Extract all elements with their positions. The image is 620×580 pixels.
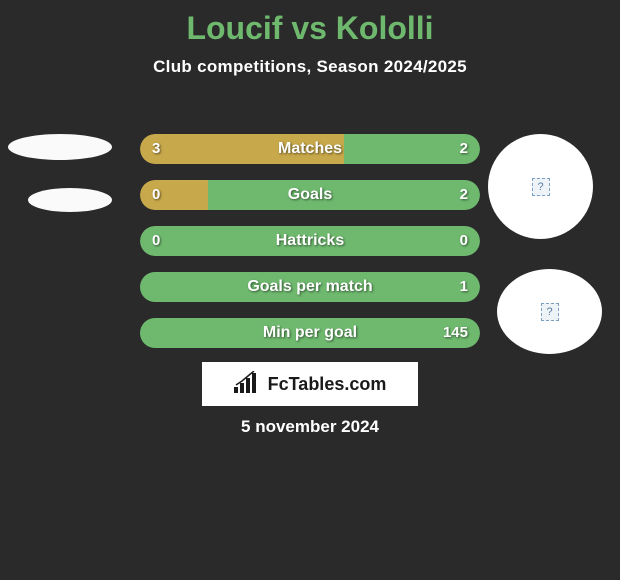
player2-avatar-2: ? — [497, 269, 602, 354]
stat-value-left: 0 — [152, 226, 160, 256]
subtitle: Club competitions, Season 2024/2025 — [0, 57, 620, 77]
player1-name: Loucif — [186, 10, 282, 46]
stat-label: Goals per match — [140, 272, 480, 302]
vs-separator: vs — [291, 10, 327, 46]
stat-value-right: 0 — [460, 226, 468, 256]
player2-avatar-1: ? — [488, 134, 593, 239]
date-label: 5 november 2024 — [0, 417, 620, 437]
stat-value-right: 1 — [460, 272, 468, 302]
player1-avatar-placeholder-1 — [8, 134, 112, 160]
stat-value-right: 2 — [460, 180, 468, 210]
stat-rows: Matches32Goals02Hattricks00Goals per mat… — [140, 134, 480, 364]
stat-label: Hattricks — [140, 226, 480, 256]
stat-row: Hattricks0 0 — [140, 226, 480, 256]
brand-name: FcTables.com — [268, 374, 387, 395]
broken-image-icon: ? — [532, 178, 550, 196]
stat-value-left: 0 — [152, 180, 160, 210]
broken-image-icon: ? — [541, 303, 559, 321]
stat-row: Goals0 2 — [140, 180, 480, 210]
comparison-card: Loucif vs Kololli Club competitions, Sea… — [0, 10, 620, 77]
stat-row: Min per goal145 — [140, 318, 480, 348]
stat-row: Goals per match1 — [140, 272, 480, 302]
stat-label: Goals — [140, 180, 480, 210]
brand-bars-icon — [234, 371, 262, 398]
stat-label: Matches — [140, 134, 480, 164]
stat-value-left: 3 — [152, 134, 160, 164]
player2-name: Kololli — [336, 10, 434, 46]
brand-box: FcTables.com — [202, 362, 418, 406]
page-title: Loucif vs Kololli — [0, 10, 620, 47]
player1-avatar-placeholder-2 — [28, 188, 112, 212]
stat-value-right: 145 — [443, 318, 468, 348]
stat-row: Matches3 2 — [140, 134, 480, 164]
stat-value-right: 2 — [460, 134, 468, 164]
stat-label: Min per goal — [140, 318, 480, 348]
